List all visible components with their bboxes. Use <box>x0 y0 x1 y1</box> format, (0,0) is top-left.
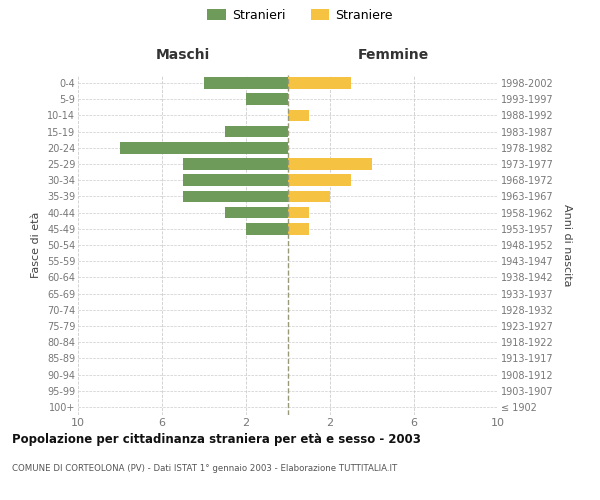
Bar <box>288 207 309 218</box>
Bar <box>225 126 288 138</box>
Bar <box>225 207 288 218</box>
Bar <box>183 190 288 202</box>
Bar <box>204 78 288 89</box>
Bar <box>288 223 309 234</box>
Bar <box>288 110 309 122</box>
Bar <box>246 223 288 234</box>
Text: COMUNE DI CORTEOLONA (PV) - Dati ISTAT 1° gennaio 2003 - Elaborazione TUTTITALIA: COMUNE DI CORTEOLONA (PV) - Dati ISTAT 1… <box>12 464 397 473</box>
Bar <box>288 174 351 186</box>
Bar <box>288 158 372 170</box>
Text: Maschi: Maschi <box>156 48 210 62</box>
Bar <box>183 158 288 170</box>
Bar <box>288 78 351 89</box>
Bar <box>288 190 330 202</box>
Bar <box>246 94 288 105</box>
Bar <box>120 142 288 154</box>
Legend: Stranieri, Straniere: Stranieri, Straniere <box>205 6 395 24</box>
Y-axis label: Fasce di età: Fasce di età <box>31 212 41 278</box>
Text: Popolazione per cittadinanza straniera per età e sesso - 2003: Popolazione per cittadinanza straniera p… <box>12 432 421 446</box>
Y-axis label: Anni di nascita: Anni di nascita <box>562 204 572 286</box>
Text: Femmine: Femmine <box>358 48 428 62</box>
Bar <box>183 174 288 186</box>
